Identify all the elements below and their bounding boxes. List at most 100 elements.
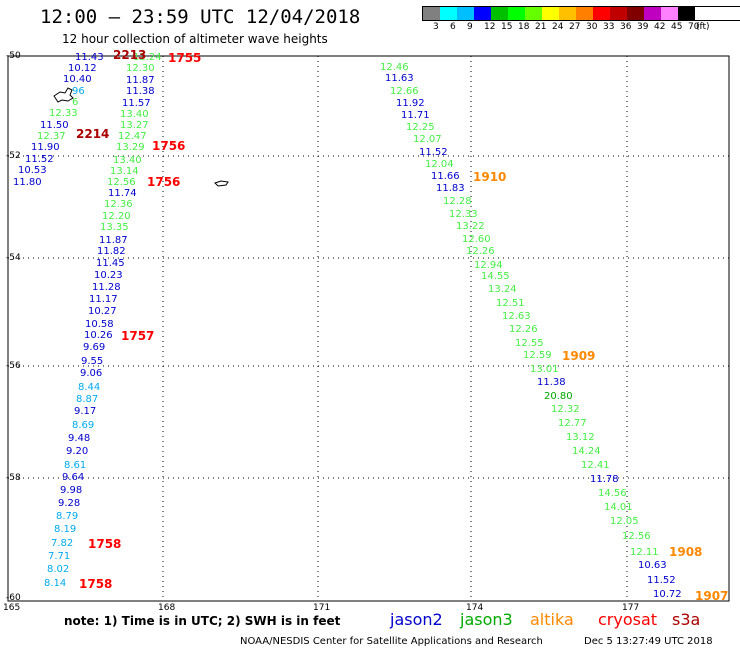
- legend-label: 21: [535, 22, 547, 32]
- swh-value: 9.64: [62, 472, 85, 483]
- swh-value: 20.80: [544, 391, 573, 402]
- swh-value: 11.28: [92, 282, 121, 293]
- longitude-label: 171: [313, 603, 331, 613]
- swh-value: 11.71: [401, 110, 430, 121]
- swh-value: 12.28: [443, 196, 472, 207]
- swh-value: 12.41: [581, 460, 610, 471]
- legend-swatch: [559, 7, 576, 20]
- credit-text: NOAA/NESDIS Center for Satellite Applica…: [240, 636, 543, 647]
- legend-label: 33: [603, 22, 615, 32]
- legend-swatch: [423, 7, 440, 20]
- swh-value: 8.79: [56, 511, 79, 522]
- swh-value: 8.61: [64, 460, 87, 471]
- swh-value: 13.01: [530, 364, 559, 375]
- satellite-jason2: jason2: [390, 610, 443, 629]
- pass-time: 2214: [76, 127, 110, 141]
- swh-value: 14.24: [572, 446, 601, 457]
- swh-value: 11.92: [396, 98, 425, 109]
- swh-value: 10.40: [63, 74, 92, 85]
- satellite-altika: altika: [530, 610, 574, 629]
- island-outline: [214, 180, 229, 187]
- swh-value: 12.66: [390, 86, 419, 97]
- island-outline: [53, 87, 74, 103]
- swh-value: 9.06: [80, 368, 103, 379]
- swh-value: 11.82: [97, 246, 126, 257]
- swh-value: 14.55: [481, 271, 510, 282]
- swh-value: 12.56: [107, 177, 136, 188]
- legend-swatch: [440, 7, 457, 20]
- legend-label: 6: [450, 22, 456, 32]
- note-text: note: 1) Time is in UTC; 2) SWH is in fe…: [64, 614, 341, 628]
- latitude-label: -50: [6, 51, 21, 61]
- legend-swatch: [542, 7, 559, 20]
- swh-value: 8.69: [72, 420, 95, 431]
- legend-swatch: [678, 7, 695, 20]
- legend-label: 39: [637, 22, 649, 32]
- swh-value: 11.87: [126, 75, 155, 86]
- swh-value: 11.74: [108, 188, 137, 199]
- swh-value: 12.55: [515, 338, 544, 349]
- swh-value: 10.63: [638, 560, 667, 571]
- swh-value: 11.52: [25, 154, 54, 165]
- legend-label: 45: [671, 22, 683, 32]
- legend-label: 12: [484, 22, 496, 32]
- legend-swatch: [593, 7, 610, 20]
- swh-value: 6: [72, 97, 79, 108]
- swh-value: 12.07: [413, 134, 442, 145]
- swh-value: 11.83: [436, 183, 465, 194]
- latitude-label: -58: [6, 473, 21, 483]
- swh-value: 11.63: [385, 73, 414, 84]
- swh-value: 13.40: [113, 155, 142, 166]
- swh-value: 12.51: [496, 298, 525, 309]
- map-border: [7, 55, 730, 602]
- swh-value: 12.25: [406, 122, 435, 133]
- longitude-label: 177: [622, 603, 640, 613]
- swh-value: 9.55: [81, 356, 104, 367]
- satellite-jason3: jason3: [460, 610, 513, 629]
- swh-value: 11.57: [122, 98, 151, 109]
- legend-swatch: [474, 7, 491, 20]
- swh-value: 11.45: [96, 258, 125, 269]
- swh-value: 8.44: [78, 382, 101, 393]
- swh-value: 9.17: [74, 406, 97, 417]
- swh-value: 8.87: [76, 394, 99, 405]
- swh-value: 12.56: [622, 531, 651, 542]
- swh-value: 9.28: [58, 498, 81, 509]
- pass-time: 1756: [152, 139, 186, 153]
- legend-label: 70: [688, 22, 700, 32]
- swh-value: 14.56: [598, 488, 627, 499]
- legend-swatch: [610, 7, 627, 20]
- swh-value: 13.29: [116, 142, 145, 153]
- legend-label: 24: [552, 22, 564, 32]
- swh-value: 12.94: [474, 260, 503, 271]
- graticule: [8, 56, 729, 601]
- swh-value: 12.36: [104, 199, 133, 210]
- swh-value: 8.02: [47, 564, 70, 575]
- swh-value: 11.38: [126, 86, 155, 97]
- islands: [53, 87, 229, 187]
- pass-time: 1755: [168, 51, 202, 65]
- swh-value: 10.58: [85, 319, 114, 330]
- swh-value: 8.19: [54, 524, 77, 535]
- satellite-cryosat: cryosat: [598, 610, 658, 629]
- latitude-label: -56: [6, 361, 21, 371]
- swh-value: 12.60: [462, 234, 491, 245]
- swh-value: 12.47: [118, 131, 147, 142]
- swh-value: 11.50: [40, 120, 69, 131]
- swh-value: 11.43: [75, 52, 104, 63]
- legend-label: 3: [433, 22, 439, 32]
- swh-value: 14.01: [604, 502, 633, 513]
- swh-value: 12.32: [551, 404, 580, 415]
- legend-labels: 3 6 9 12 15 18 21 24 27 30 33 36 39 42 45 70 (ft): [422, 21, 740, 35]
- swh-value: 12.63: [502, 311, 531, 322]
- swh-value: 12.30: [126, 63, 155, 74]
- swh-value: 7.71: [48, 551, 71, 562]
- swh-value: 9.69: [83, 342, 106, 353]
- swh-value: 11.78: [590, 474, 619, 485]
- swh-value: 10.27: [88, 306, 117, 317]
- swh-value: 13.22: [456, 221, 485, 232]
- swh-value: 12.11: [630, 547, 659, 558]
- pass-time: 1758: [79, 577, 113, 591]
